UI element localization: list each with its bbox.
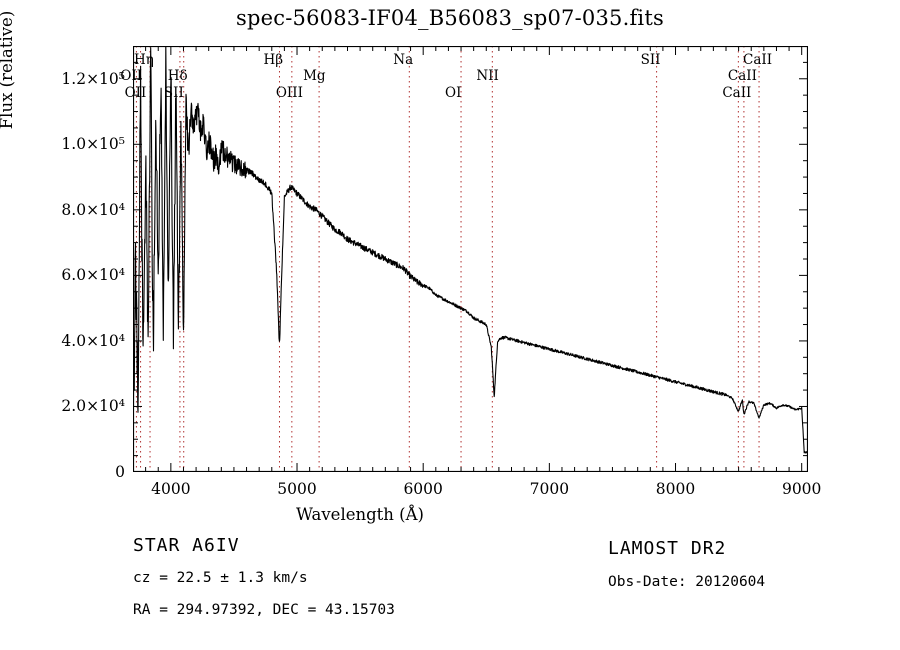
spectral-line-label: OII	[120, 68, 143, 84]
spectral-line-label: SII	[640, 52, 661, 68]
y-tick-label: 2.0×10⁴	[61, 397, 125, 416]
spectral-line-label: Na	[393, 52, 414, 68]
y-tick-label: 8.0×10⁴	[61, 200, 125, 219]
spectral-line-label: Hδ	[167, 68, 188, 84]
x-tick-label: 7000	[529, 480, 570, 498]
line-marker-guides	[135, 46, 760, 472]
y-tick-label: 4.0×10⁴	[61, 331, 125, 350]
spectral-line-label: SII	[163, 85, 184, 101]
spectral-line-label: CaII	[722, 85, 752, 101]
spectral-line-label: NII	[476, 68, 499, 84]
spectral-line-label: OI	[445, 85, 462, 101]
x-tick-label: 5000	[277, 480, 317, 498]
axis-ticks	[133, 46, 808, 472]
x-tick-label: 6000	[403, 480, 443, 498]
metadata-coordinates: RA = 294.97392, DEC = 43.15703	[133, 602, 395, 618]
x-axis-title: Wavelength (Å)	[296, 505, 424, 524]
metadata-survey: LAMOST DR2	[608, 538, 727, 559]
y-tick-label: 6.0×10⁴	[61, 266, 125, 285]
plot-title: spec-56083-IF04_B56083_sp07-035.fits	[236, 6, 664, 30]
spectral-line-label: OIII	[275, 85, 303, 101]
metadata-redshift-velocity: cz = 22.5 ± 1.3 km/s	[133, 570, 308, 586]
spectral-line-label: OII	[124, 85, 147, 101]
spectrum-trace	[133, 46, 808, 454]
y-tick-label: 0	[115, 463, 125, 481]
x-tick-label: 9000	[781, 480, 822, 498]
plot-frame	[133, 46, 808, 472]
spectral-line-label: Hβ	[263, 52, 284, 68]
spectral-line-label: Mg	[303, 68, 326, 84]
metadata-obs-date: Obs-Date: 20120604	[608, 574, 766, 590]
y-tick-label: 1.0×10⁵	[61, 135, 125, 154]
spectral-line-label: Hη	[134, 52, 154, 68]
metadata-object-class: STAR A6IV	[133, 535, 240, 556]
x-tick-label: 8000	[655, 480, 696, 498]
spectral-line-label: CaII	[727, 68, 757, 84]
y-tick-label: 1.2×10⁵	[61, 69, 125, 88]
plot-area	[133, 46, 808, 472]
x-tick-label: 4000	[151, 480, 191, 498]
spectral-line-label: CaII	[743, 52, 773, 68]
spectrum-canvas	[133, 46, 808, 472]
